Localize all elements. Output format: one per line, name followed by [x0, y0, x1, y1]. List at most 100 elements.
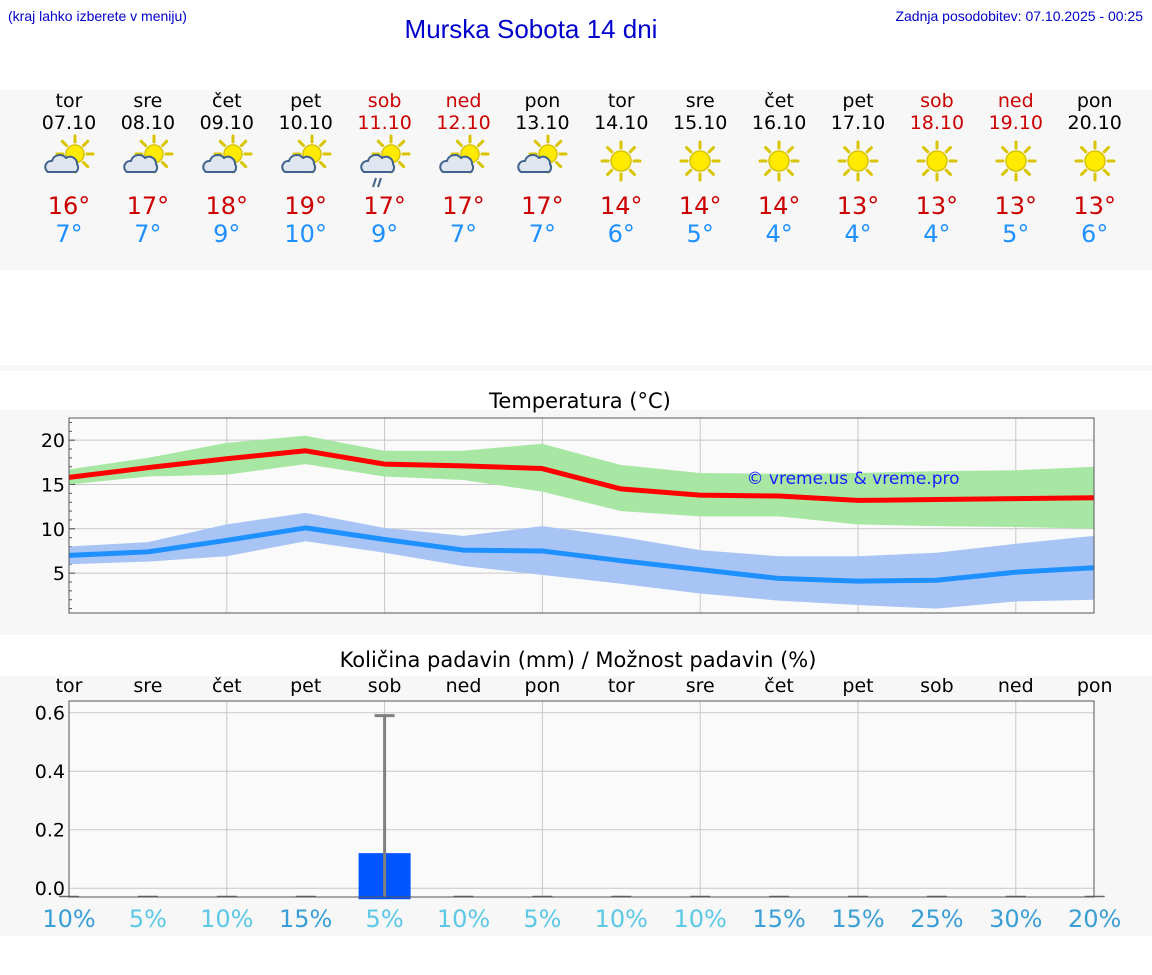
temp-min: 7° [528, 220, 557, 248]
sun-icon [837, 140, 879, 182]
temp-max: 19° [284, 192, 327, 220]
precipitation-chart: Količina padavin (mm) / Možnost padavin … [35, 648, 1122, 933]
temp-min: 6° [1081, 220, 1109, 248]
temp-min: 4° [765, 220, 793, 248]
weather-icon-slot [660, 134, 740, 192]
temp-max: 17° [442, 192, 485, 220]
day-name: ned [445, 90, 482, 112]
sun-icon [916, 140, 958, 182]
temp-max: 17° [126, 192, 170, 220]
day-column: pon 20.10 13° 6° [1055, 90, 1135, 248]
precip-plot-bg [69, 701, 1094, 897]
day-column: pet 10.10 19° 10° [266, 90, 346, 248]
weather-icon-slot [502, 134, 582, 192]
temp-min: 5° [686, 220, 714, 248]
temp-min: 7° [449, 220, 478, 248]
day-date: 19.10 [988, 112, 1043, 134]
partly-cloudy-icon [123, 134, 174, 174]
temp-min: 6° [607, 220, 635, 248]
temp-max-line [68, 448, 1095, 503]
weather-icon-slot [29, 134, 109, 192]
precip-day-label: sob [368, 675, 402, 697]
precip-day-label: ned [998, 675, 1034, 697]
partly-cloudy-icon [517, 134, 568, 174]
temp-min: 4° [923, 220, 951, 248]
divider [0, 365, 1152, 371]
day-date: 12.10 [436, 112, 491, 134]
day-date: 07.10 [41, 112, 97, 134]
day-column: ned 19.10 13° 5° [976, 90, 1056, 248]
partly-cloudy-icon [280, 134, 332, 174]
precip-chance-label: 10% [595, 905, 648, 933]
sun-icon [995, 140, 1037, 182]
precip-chance-label: 15% [831, 905, 884, 933]
day-date: 13.10 [515, 112, 570, 134]
weather-icon-slot [345, 134, 425, 192]
daily-forecast-strip: tor 07.10 16° 7° sre 08.10 17° 7° čet 09.10 18° 9° p… [0, 90, 1152, 270]
partly-cloudy-icon [438, 134, 489, 174]
sun-icon [758, 140, 800, 182]
day-name: čet [212, 90, 242, 112]
precip-day-label: ned [446, 675, 482, 697]
temperature-chart-title: Temperatura (°C) [488, 389, 671, 413]
temp-min: 9° [213, 220, 241, 248]
y-tick-label: 5 [53, 563, 65, 585]
day-name: čet [764, 90, 794, 112]
precip-day-label: sre [686, 675, 715, 697]
temp-min: 10° [284, 220, 327, 248]
precip-chance-label: 10% [437, 905, 490, 933]
day-date: 20.10 [1067, 112, 1122, 134]
precip-chance-label: 25% [910, 905, 963, 933]
temp-max: 17° [521, 192, 564, 220]
day-name: ned [997, 90, 1034, 112]
day-column: sre 08.10 17° 7° [108, 90, 188, 248]
precip-day-label: pet [290, 675, 321, 697]
day-date: 14.10 [594, 112, 649, 134]
precip-day-label: sob [920, 675, 954, 697]
temp-max: 16° [47, 192, 91, 220]
y-tick-label: 20 [41, 430, 65, 452]
day-name: sre [133, 90, 163, 112]
temp-max: 13° [1073, 192, 1116, 220]
weather-icon-slot [266, 134, 346, 192]
temp-min-band [69, 512, 1094, 609]
day-column: tor 14.10 14° 6° [581, 90, 661, 248]
day-column: čet 16.10 14° 4° [739, 90, 819, 248]
day-name: sre [685, 90, 715, 112]
y-tick-label: 0.6 [35, 703, 65, 725]
weather-icon-slot [976, 134, 1056, 192]
day-column: čet 09.10 18° 9° [187, 90, 267, 248]
day-name: pon [1076, 90, 1113, 112]
y-tick-label: 0.0 [35, 878, 65, 900]
partly-cloudy-rain-icon [359, 134, 411, 188]
temp-min: 7° [134, 220, 162, 248]
day-date: 11.10 [357, 112, 412, 134]
temp-min: 7° [55, 220, 83, 248]
weather-icon-slot [897, 134, 977, 192]
precip-chance-label: 5% [523, 905, 561, 933]
precip-chance-label: 15% [752, 905, 805, 933]
day-column: pet 17.10 13° 4° [818, 90, 898, 248]
y-tick-label: 0.4 [35, 761, 65, 783]
precip-day-label: pet [842, 675, 873, 697]
weather-icon-slot [108, 134, 188, 192]
day-column: pon 13.10 17° 7° [502, 90, 582, 248]
location-hint: (kraj lahko izberete v meniju) [8, 8, 187, 24]
sun-icon [1074, 140, 1116, 182]
day-column: sob 11.10 17° 9° [345, 90, 425, 248]
weather-icon-slot [739, 134, 819, 192]
precip-chance-label: 15% [279, 905, 332, 933]
day-name: tor [607, 90, 635, 112]
weather-icon-slot [818, 134, 898, 192]
precip-chance-label: 20% [1068, 905, 1121, 933]
temp-min-line [68, 525, 1095, 584]
partly-cloudy-icon [44, 134, 95, 174]
sun-icon [679, 140, 721, 182]
weather-icon-slot [424, 134, 504, 192]
day-date: 08.10 [120, 112, 176, 134]
temp-max: 13° [836, 192, 880, 220]
precip-chance-label: 5% [129, 905, 167, 933]
temp-max: 17° [363, 192, 406, 220]
watermark: © vreme.us & vreme.pro [746, 469, 959, 489]
temperature-plot-frame [68, 417, 1095, 614]
